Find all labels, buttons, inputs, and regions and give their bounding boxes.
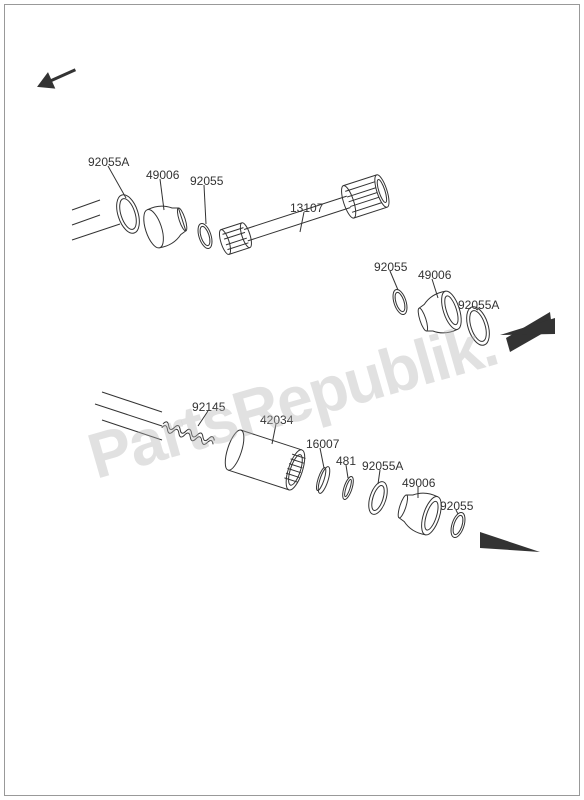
label-481: 481 <box>336 454 356 468</box>
label-13107: 13107 <box>290 201 323 215</box>
label-92055-right: 92055 <box>374 260 407 274</box>
label-92055A-top: 92055A <box>88 155 129 169</box>
label-92055-bottom: 92055 <box>440 499 473 513</box>
label-92055A-right: 92055A <box>458 298 499 312</box>
label-92055A-bottom: 92055A <box>362 459 403 473</box>
label-49006-right: 49006 <box>418 268 451 282</box>
parts-diagram <box>0 0 584 800</box>
label-42034: 42034 <box>260 413 293 427</box>
label-49006-top: 49006 <box>146 168 179 182</box>
label-49006-bottom: 49006 <box>402 476 435 490</box>
label-16007: 16007 <box>306 437 339 451</box>
label-92145: 92145 <box>192 400 225 414</box>
label-92055-top: 92055 <box>190 174 223 188</box>
